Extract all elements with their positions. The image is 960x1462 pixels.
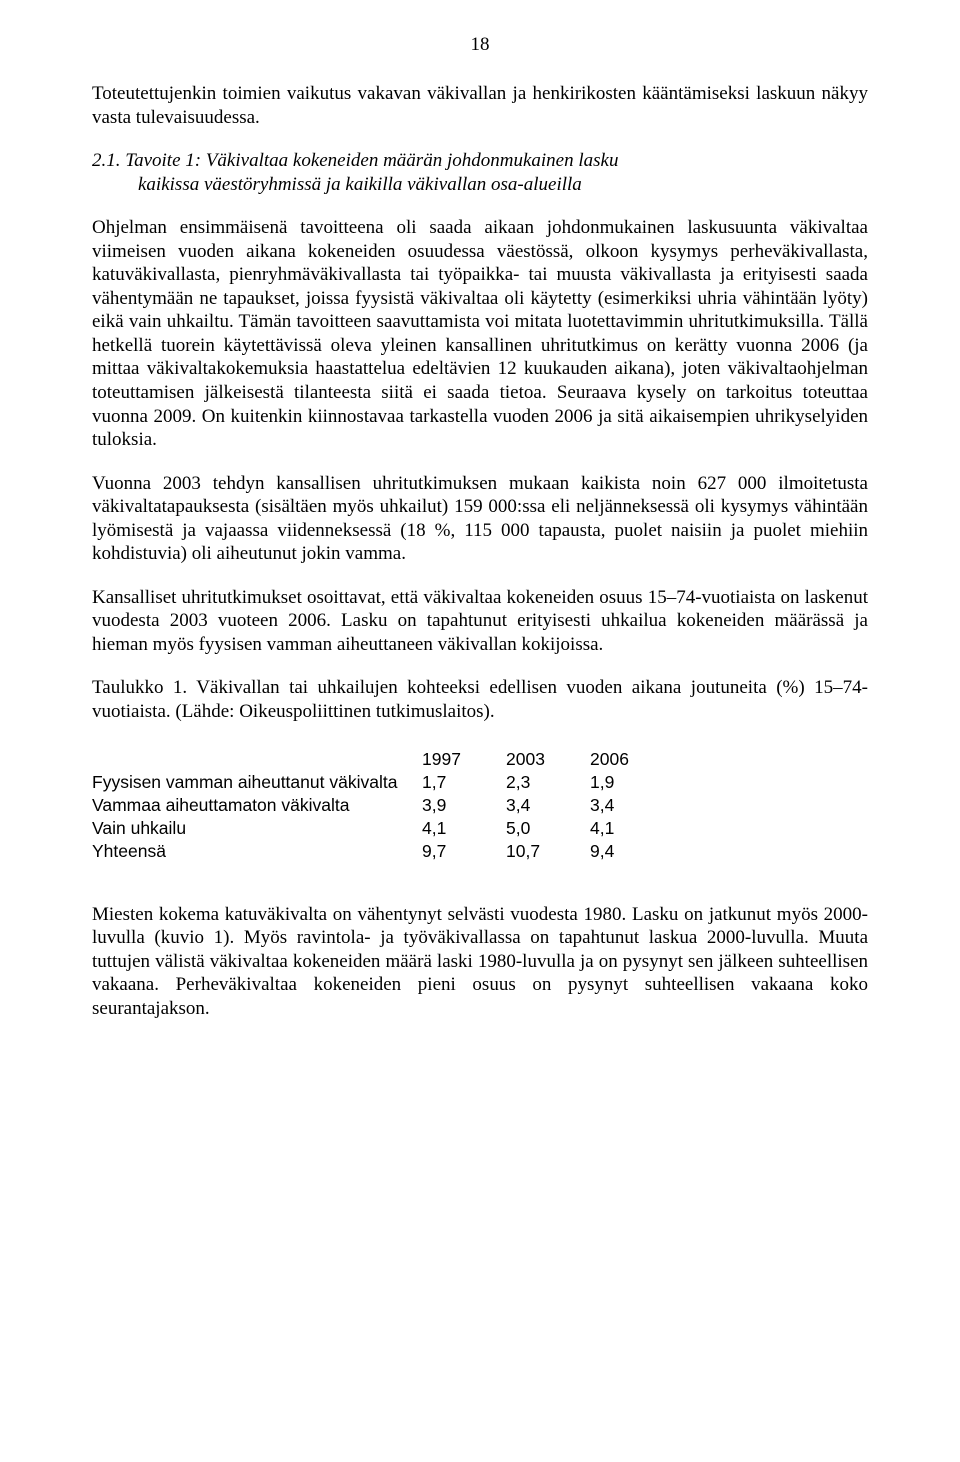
table-cell: Yhteensä	[92, 840, 422, 863]
table-header-cell: 1997	[422, 748, 506, 771]
heading-line-2: kaikissa väestöryhmissä ja kaikilla väki…	[92, 173, 868, 197]
body-paragraph: Vuonna 2003 tehdyn kansallisen uhritutki…	[92, 472, 868, 566]
table-row: Fyysisen vamman aiheuttanut väkivalta 1,…	[92, 771, 650, 794]
table-cell: 9,7	[422, 840, 506, 863]
table-row: Vain uhkailu 4,1 5,0 4,1	[92, 817, 650, 840]
table-row: Yhteensä 9,7 10,7 9,4	[92, 840, 650, 863]
table-header-row: 1997 2003 2006	[92, 748, 650, 771]
table-cell: 3,4	[506, 794, 590, 817]
body-paragraph: Ohjelman ensimmäisenä tavoitteena oli sa…	[92, 216, 868, 451]
section-heading: 2.1. Tavoite 1: Väkivaltaa kokeneiden mä…	[92, 149, 868, 196]
table-row: Vammaa aiheuttamaton väkivalta 3,9 3,4 3…	[92, 794, 650, 817]
table-cell: 1,9	[590, 771, 650, 794]
table-cell: 5,0	[506, 817, 590, 840]
table-cell: 9,4	[590, 840, 650, 863]
table-cell: 3,4	[590, 794, 650, 817]
table-cell: Fyysisen vamman aiheuttanut väkivalta	[92, 771, 422, 794]
body-paragraph: Kansalliset uhritutkimukset osoittavat, …	[92, 586, 868, 657]
table-cell: 3,9	[422, 794, 506, 817]
table-cell: 4,1	[590, 817, 650, 840]
intro-paragraph: Toteutettujenkin toimien vaikutus vakava…	[92, 82, 868, 129]
table-cell: 10,7	[506, 840, 590, 863]
table-cell: Vammaa aiheuttamaton väkivalta	[92, 794, 422, 817]
table-cell: 2,3	[506, 771, 590, 794]
document-page: 18 Toteutettujenkin toimien vaikutus vak…	[0, 0, 960, 1462]
table-header-cell: 2003	[506, 748, 590, 771]
table-cell: Vain uhkailu	[92, 817, 422, 840]
table-cell: 4,1	[422, 817, 506, 840]
table-header-cell	[92, 748, 422, 771]
data-table: 1997 2003 2006 Fyysisen vamman aiheuttan…	[92, 748, 650, 863]
heading-line-1: 2.1. Tavoite 1: Väkivaltaa kokeneiden mä…	[92, 149, 868, 173]
body-paragraph: Miesten kokema katuväkivalta on vähentyn…	[92, 903, 868, 1021]
table-header-cell: 2006	[590, 748, 650, 771]
page-number: 18	[92, 34, 868, 56]
table-caption: Taulukko 1. Väkivallan tai uhkailujen ko…	[92, 676, 868, 723]
table-cell: 1,7	[422, 771, 506, 794]
